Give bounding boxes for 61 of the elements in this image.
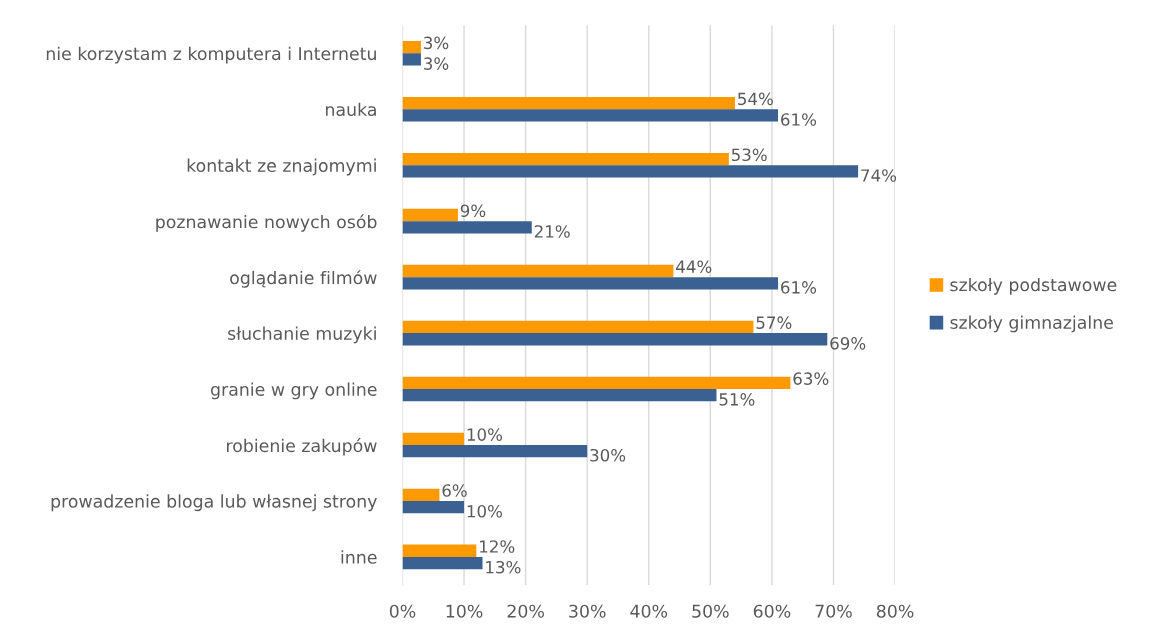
- bar: [402, 277, 779, 290]
- data-label: 44%: [676, 260, 712, 274]
- bar: [402, 221, 532, 234]
- bar: [402, 40, 421, 54]
- y-tick-label: inne: [341, 550, 377, 564]
- bar: [402, 500, 465, 514]
- bar: [402, 376, 791, 390]
- x-tick-label: 80%: [876, 604, 914, 618]
- data-label: 9%: [460, 204, 486, 218]
- x-tick-label: 50%: [692, 604, 729, 618]
- bar: [402, 556, 483, 570]
- y-tick-label: poznawanie nowych osób: [156, 214, 377, 232]
- x-tick-label: 20%: [507, 604, 544, 618]
- x-tick-label: 60%: [753, 604, 791, 618]
- legend-label: szkoły podstawowe: [950, 277, 1117, 295]
- data-label: 12%: [480, 540, 515, 553]
- y-tick-label: kontakt ze znajomymi: [187, 158, 376, 176]
- y-tick-label: robienie zakupów: [227, 438, 377, 456]
- data-label: 57%: [756, 316, 792, 329]
- x-tick-label: 30%: [569, 604, 606, 618]
- data-label: 21%: [534, 225, 570, 238]
- bar: [402, 445, 588, 458]
- data-label: 51%: [719, 393, 755, 406]
- bar: [402, 320, 754, 334]
- y-tick-label: nie korzystam z komputera i Internetu: [46, 46, 376, 64]
- bar: [402, 264, 674, 278]
- bar: [402, 96, 735, 110]
- bar: [402, 432, 465, 445]
- data-label: 3%: [424, 36, 449, 50]
- data-label: 30%: [590, 448, 626, 462]
- bar: [402, 544, 477, 557]
- bar: [402, 53, 421, 66]
- data-label: 3%: [424, 57, 449, 70]
- legend-label: szkoły gimnazjalne: [950, 315, 1113, 333]
- y-tick-label: prowadzenie bloga lub własnej strony: [51, 494, 377, 512]
- y-tick-label: granie w gry online: [210, 382, 377, 400]
- y-tick-label: oglądanie filmów: [230, 270, 377, 288]
- data-label: 53%: [731, 148, 767, 162]
- bar: [402, 488, 440, 501]
- y-tick-label: słuchanie muzyki: [228, 326, 376, 344]
- bar: [402, 165, 859, 178]
- x-tick-label: 40%: [630, 604, 668, 618]
- data-label: 10%: [467, 504, 503, 518]
- x-tick-label: 70%: [815, 604, 852, 618]
- bar: [402, 389, 717, 402]
- bar: [402, 152, 729, 166]
- bar: [402, 109, 779, 122]
- x-tick-label: 0%: [389, 604, 416, 618]
- bar: [402, 333, 828, 346]
- x-tick-label: 10%: [446, 604, 483, 618]
- data-label: 63%: [793, 372, 829, 385]
- bar: [402, 208, 458, 222]
- data-label: 6%: [442, 484, 467, 497]
- data-label: 69%: [830, 337, 866, 350]
- data-label: 61%: [781, 113, 817, 126]
- data-label: 13%: [486, 560, 521, 574]
- data-label: 61%: [781, 281, 817, 294]
- data-label: 54%: [738, 92, 773, 106]
- y-tick-label: nauka: [326, 102, 376, 117]
- data-label: 10%: [467, 428, 503, 441]
- data-label: 74%: [861, 169, 897, 182]
